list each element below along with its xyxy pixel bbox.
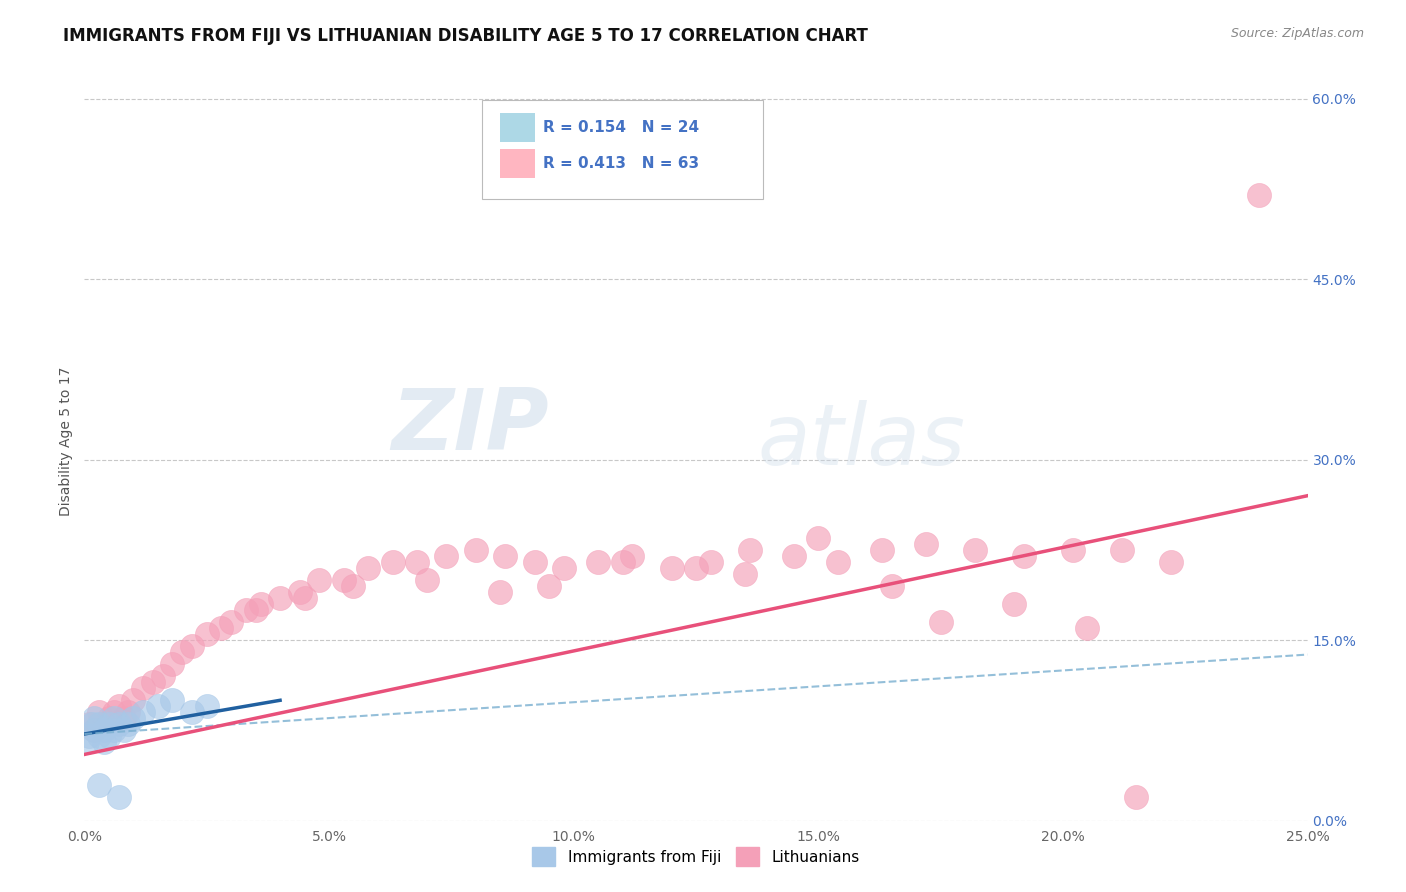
Point (162, 657, 184, 672)
Point (181, 639, 204, 653)
FancyBboxPatch shape (482, 101, 763, 199)
Point (489, 585, 512, 599)
Point (93, 735, 115, 749)
Point (83, 723, 105, 738)
Point (181, 706, 204, 720)
Point (494, 549, 516, 563)
Point (1111, 542, 1133, 557)
Point (738, 542, 761, 557)
Point (103, 723, 125, 738)
Point (132, 681, 155, 696)
Point (342, 579, 364, 593)
Point (87, 730, 110, 744)
Point (464, 542, 486, 557)
Point (1002, 597, 1025, 611)
FancyBboxPatch shape (501, 149, 534, 178)
Point (122, 693, 145, 707)
Point (83, 711, 105, 725)
Point (77, 730, 100, 744)
Point (621, 549, 644, 563)
Point (1076, 621, 1098, 635)
Point (332, 573, 354, 587)
Point (103, 711, 125, 725)
Point (963, 542, 986, 557)
Point (269, 591, 291, 605)
Point (538, 579, 561, 593)
Point (146, 699, 169, 714)
Point (195, 699, 218, 714)
Point (357, 561, 380, 575)
Point (195, 627, 218, 641)
Point (107, 717, 129, 731)
Point (1247, 187, 1270, 202)
Point (142, 675, 165, 690)
Point (406, 555, 429, 569)
Point (83, 723, 105, 738)
Point (1012, 549, 1035, 563)
Point (553, 561, 575, 575)
Point (77, 717, 100, 731)
Point (929, 615, 952, 629)
Point (288, 585, 311, 599)
Point (172, 645, 194, 659)
Point (93, 723, 115, 738)
FancyBboxPatch shape (501, 113, 534, 142)
Point (416, 573, 439, 587)
Point (1062, 542, 1084, 557)
Point (870, 542, 893, 557)
Point (93, 717, 115, 731)
Y-axis label: Disability Age 5 to 17: Disability Age 5 to 17 (59, 367, 73, 516)
Point (381, 555, 404, 569)
Point (122, 711, 145, 725)
Point (249, 597, 271, 611)
Point (112, 723, 135, 738)
Legend: Immigrants from Fiji, Lithuanians: Immigrants from Fiji, Lithuanians (533, 847, 859, 866)
Point (87, 706, 110, 720)
Point (915, 537, 938, 551)
Point (294, 591, 316, 605)
Point (80, 717, 103, 731)
Text: ZIP: ZIP (391, 384, 550, 468)
Point (1160, 555, 1182, 569)
Point (1125, 789, 1147, 804)
Text: IMMIGRANTS FROM FIJI VS LITHUANIAN DISABILITY AGE 5 TO 17 CORRELATION CHART: IMMIGRANTS FROM FIJI VS LITHUANIAN DISAB… (63, 27, 868, 45)
Point (586, 555, 609, 569)
Point (245, 603, 267, 617)
Text: R = 0.154   N = 24: R = 0.154 N = 24 (543, 120, 699, 136)
Point (152, 669, 174, 683)
Point (880, 579, 903, 593)
Point (685, 561, 707, 575)
Text: atlas: atlas (758, 400, 965, 483)
Point (76, 735, 98, 749)
Point (827, 555, 849, 569)
Point (107, 699, 129, 714)
Point (436, 549, 458, 563)
Point (612, 555, 634, 569)
Point (103, 706, 125, 720)
Point (807, 531, 830, 545)
Point (162, 693, 184, 707)
Point (699, 555, 721, 569)
Point (661, 561, 683, 575)
Point (107, 789, 129, 804)
Point (97, 717, 120, 731)
Point (783, 549, 806, 563)
Point (117, 717, 139, 731)
Point (97, 730, 120, 744)
Point (112, 711, 135, 725)
Point (87, 778, 110, 792)
Point (97, 711, 120, 725)
Point (308, 573, 330, 587)
Point (523, 555, 546, 569)
Text: R = 0.413   N = 63: R = 0.413 N = 63 (543, 156, 699, 170)
Text: Source: ZipAtlas.com: Source: ZipAtlas.com (1230, 27, 1364, 40)
Point (219, 615, 242, 629)
Point (209, 621, 232, 635)
Point (132, 706, 155, 720)
Point (235, 603, 257, 617)
Point (87, 717, 110, 731)
Point (734, 566, 756, 581)
Point (117, 706, 139, 720)
